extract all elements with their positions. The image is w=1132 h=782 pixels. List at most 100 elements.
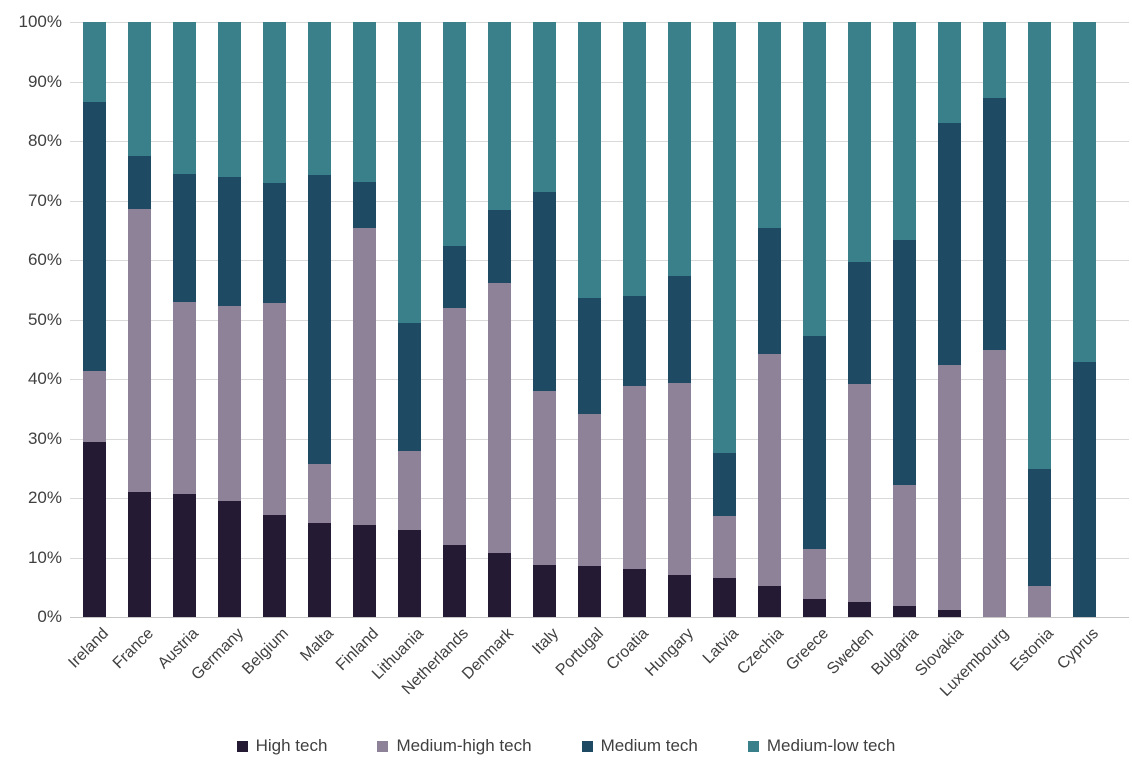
segment-medium-low-tech [443,22,466,246]
segment-medium-low-tech [488,22,511,211]
segment-medium-low-tech [173,22,196,174]
legend-swatch-icon [581,740,593,752]
segment-high-tech [623,569,646,617]
bar-lithuania [398,22,421,617]
segment-medium-tech [308,174,331,465]
segment-medium-high-tech [848,383,871,603]
segment-medium-tech [443,245,466,309]
segment-medium-tech [848,261,871,384]
segment-medium-low-tech [1073,22,1096,362]
bar-czechia [758,22,781,617]
segment-medium-low-tech [353,22,376,183]
segment-medium-high-tech [263,302,286,516]
segment-medium-tech [893,240,916,485]
bar-ireland [83,22,106,617]
segment-medium-high-tech [128,209,151,493]
segment-high-tech [803,598,826,617]
bar-estonia [1028,22,1051,617]
y-tick-label: 0% [37,607,62,626]
segment-medium-low-tech [533,22,556,192]
segment-high-tech [668,575,691,617]
segment-medium-tech [263,182,286,303]
segment-medium-high-tech [983,349,1006,617]
y-tick-label: 10% [27,547,62,567]
segment-medium-high-tech [488,283,511,553]
segment-medium-high-tech [83,371,106,443]
segment-medium-high-tech [218,306,241,501]
segment-medium-tech [578,297,601,414]
plot-area [70,22,1129,618]
segment-medium-tech [713,452,736,516]
x-axis-line [70,617,1129,618]
legend-item-medium-tech: Medium tech [581,736,698,756]
segment-medium-high-tech [443,308,466,546]
y-tick-label: 60% [27,250,62,269]
segment-medium-tech [803,335,826,549]
segment-high-tech [308,523,331,617]
bar-belgium [263,22,286,617]
y-tick-label: 50% [27,309,62,329]
legend: High tech Medium-high tech Medium tech Medi… [0,736,1132,756]
bar-bulgaria [893,22,916,617]
segment-medium-low-tech [623,22,646,296]
segment-medium-low-tech [983,22,1006,99]
segment-medium-low-tech [218,22,241,177]
segment-medium-high-tech [308,464,331,523]
segment-medium-low-tech [398,22,421,324]
bar-france [128,22,151,617]
segment-high-tech [713,578,736,617]
y-tick-label: 100% [18,12,62,31]
segment-medium-low-tech [308,22,331,175]
bar-denmark [488,22,511,617]
segment-high-tech [848,602,871,617]
legend-swatch-icon [377,740,389,752]
segment-medium-tech [218,176,241,307]
segment-medium-low-tech [578,22,601,298]
segment-high-tech [263,515,286,617]
segment-high-tech [353,525,376,617]
segment-medium-tech [353,182,376,229]
legend-label: Medium-high tech [396,736,532,755]
segment-medium-high-tech [173,301,196,494]
segment-high-tech [128,492,151,617]
legend-item-medium-low-tech: Medium-low tech [747,736,896,756]
y-tick-label: 20% [27,488,62,507]
segment-medium-high-tech [353,228,376,526]
segment-medium-tech [668,276,691,383]
legend-label: Medium-low tech [766,736,896,755]
y-tick-label: 30% [27,428,62,448]
y-tick-label: 80% [27,131,62,150]
segment-medium-low-tech [713,22,736,453]
segment-medium-tech [1028,468,1051,587]
bar-italy [533,22,556,617]
bar-croatia [623,22,646,617]
segment-medium-high-tech [668,382,691,576]
bar-netherlands [443,22,466,617]
segment-high-tech [218,500,241,617]
segment-medium-low-tech [803,22,826,336]
bar-sweden [848,22,871,617]
bar-latvia [713,22,736,617]
segment-high-tech [398,530,421,617]
bar-slovakia [938,22,961,617]
segment-medium-tech [83,102,106,372]
segment-medium-high-tech [1028,586,1051,617]
segment-high-tech [488,552,511,617]
legend-item-medium-high-tech: Medium-high tech [377,736,532,756]
segment-high-tech [893,605,916,617]
segment-high-tech [173,493,196,617]
legend-swatch-icon [236,740,248,752]
legend-swatch-icon [747,740,759,752]
segment-medium-tech [1073,361,1096,617]
segment-medium-high-tech [533,390,556,566]
segment-medium-tech [128,155,151,210]
bar-hungary [668,22,691,617]
segment-medium-low-tech [938,22,961,124]
segment-medium-low-tech [848,22,871,262]
segment-medium-low-tech [263,22,286,183]
bar-portugal [578,22,601,617]
segment-medium-high-tech [623,386,646,570]
segment-medium-high-tech [578,413,601,567]
segment-medium-high-tech [713,515,736,579]
